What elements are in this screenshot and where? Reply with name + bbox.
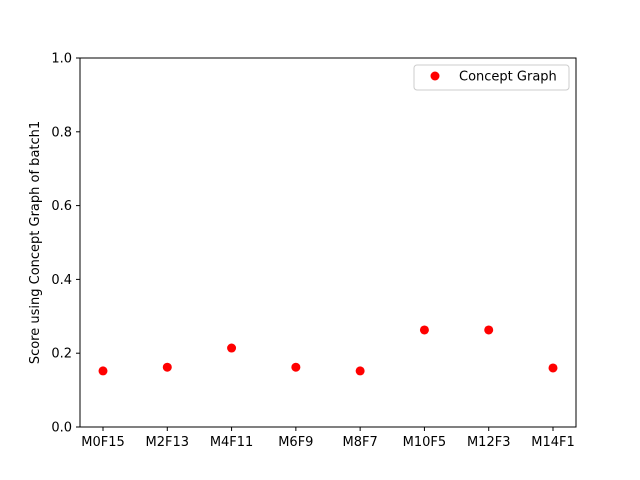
data-point <box>419 325 429 335</box>
y-tick-label: 1.0 <box>51 52 72 67</box>
x-tick-label: M14F1 <box>531 435 575 450</box>
legend-label: Concept Graph <box>459 70 557 85</box>
data-points <box>98 325 558 376</box>
y-tick-label: 0.6 <box>51 199 72 214</box>
data-point <box>548 363 558 373</box>
x-tick-label: M8F7 <box>343 435 378 450</box>
data-point <box>355 366 365 376</box>
plot-frame <box>79 57 577 428</box>
x-tick-label: M2F13 <box>146 435 190 450</box>
data-point <box>291 362 301 372</box>
x-tick-label: M12F3 <box>467 435 511 450</box>
x-axis-ticks: M0F15 M2F13 M4F11 M6F9 M8F7 M10F5 M12F3 M14F1 <box>81 427 575 450</box>
legend-marker <box>430 71 440 81</box>
y-tick-label: 0.8 <box>51 125 72 140</box>
legend: Concept Graph <box>413 64 570 91</box>
data-point <box>162 362 172 372</box>
data-point <box>227 343 237 353</box>
x-tick-label: M6F9 <box>278 435 313 450</box>
y-tick-label: 0.0 <box>51 421 72 436</box>
x-tick-label: M10F5 <box>403 435 447 450</box>
data-point <box>484 325 494 335</box>
x-tick-label: M4F11 <box>210 435 254 450</box>
legend-box <box>413 64 570 91</box>
y-tick-label: 0.4 <box>51 273 72 288</box>
x-tick-label: M0F15 <box>81 435 125 450</box>
y-tick-label: 0.2 <box>51 347 72 362</box>
data-point <box>98 366 108 376</box>
y-axis-ticks: 0.0 0.2 0.4 0.6 0.8 1.0 <box>51 52 80 436</box>
y-axis-label: Score using Concept Graph of batch1 <box>28 121 43 364</box>
plot-area <box>80 58 576 427</box>
